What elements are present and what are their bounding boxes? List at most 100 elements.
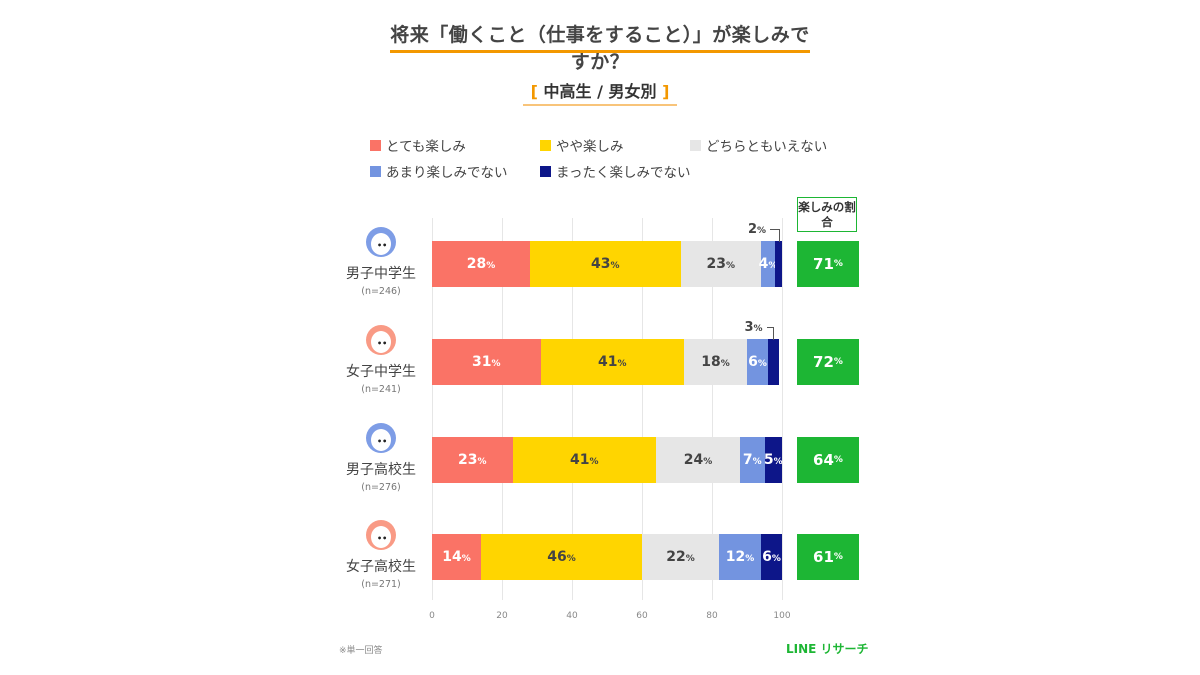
data-label: 6% (762, 549, 781, 565)
total-value: 64% (797, 437, 859, 483)
total-header-text: 楽しみの割合 (798, 200, 856, 229)
bar-segment: 46% (481, 534, 642, 580)
x-tick-label: 60 (636, 611, 648, 621)
sample-size: (n=271) (361, 579, 401, 590)
row-label: 男子高校生 (n=276) (336, 459, 426, 493)
sample-size: (n=246) (361, 286, 401, 297)
category-name: 女子中学生 (346, 364, 416, 380)
gridline (782, 218, 783, 600)
gridline (712, 218, 713, 600)
category-name: 男子高校生 (346, 462, 416, 478)
chart-title: 将来「働くこと（仕事をすること）」が楽しみですか？ (390, 24, 810, 73)
bar-segment: 12% (719, 534, 761, 580)
line-research-logo: LINE リサーチ (786, 642, 869, 656)
row-label: 男子中学生 (n=246) (336, 263, 426, 297)
data-label: 12% (725, 549, 755, 565)
callout-leader (766, 327, 775, 340)
bar-segment: 6% (747, 339, 768, 385)
data-label-callout: 3% (744, 320, 763, 335)
legend-swatch (540, 165, 551, 177)
data-label: 23% (706, 256, 735, 272)
bar-segment: 5% (763, 437, 783, 483)
bracket-left: [ (530, 82, 538, 101)
bar-segment (768, 339, 779, 385)
chart-subtitle: [ 中高生 / 男女別 ] (523, 78, 677, 102)
bracket-right: ] (662, 82, 670, 101)
legend-label: どちらともいえない (706, 139, 828, 155)
x-tick-label: 20 (496, 611, 508, 621)
legend-label: やや楽しみ (556, 139, 624, 155)
legend-label: まったく楽しみでない (556, 165, 691, 181)
total-value: 72% (797, 339, 859, 385)
bar-segment: 22% (642, 534, 719, 580)
data-label: 31% (471, 354, 501, 370)
total-value: 71% (797, 241, 859, 287)
x-tick-label: 0 (429, 611, 435, 621)
avatar-face-icon: •• (366, 227, 396, 257)
bar-segment: 31% (432, 339, 541, 385)
data-label: 41% (569, 452, 599, 468)
total-value: 61% (797, 534, 859, 580)
data-label: 7% (742, 452, 762, 468)
data-label: 24% (683, 452, 713, 468)
bar-segment: 6% (761, 534, 782, 580)
bar-segment: 4% (758, 241, 778, 287)
data-label: 18% (701, 354, 730, 370)
data-label: 46% (547, 549, 576, 565)
category-name: 女子高校生 (346, 559, 416, 575)
legend-swatch (370, 139, 381, 151)
legend-item: とても楽しみ (370, 135, 466, 155)
legend-item: やや楽しみ (540, 135, 624, 155)
legend-label: あまり楽しみでない (386, 165, 508, 181)
data-label: 23% (457, 452, 487, 468)
title-underline (390, 50, 810, 53)
bar-segment: 7% (740, 437, 765, 483)
gridline (572, 218, 573, 600)
bar-segment: 41% (540, 339, 684, 385)
legend-swatch (690, 139, 701, 151)
legend-label: とても楽しみ (386, 139, 466, 155)
x-tick-label: 100 (773, 611, 791, 621)
legend-item: どちらともいえない (690, 135, 827, 155)
legend-swatch (370, 165, 381, 177)
total-header: 楽しみの割合 (797, 197, 857, 232)
bar-segment: 23% (680, 241, 761, 287)
x-tick-label: 80 (706, 611, 718, 621)
data-label: 6% (748, 354, 767, 370)
avatar-face-icon: •• (366, 423, 396, 453)
bar-segment: 23% (432, 437, 513, 483)
legend-item: あまり楽しみでない (370, 161, 508, 181)
gridline (502, 218, 503, 600)
callout-leader (770, 229, 780, 242)
bar-segment: 43% (530, 241, 681, 287)
row-label: 女子高校生 (n=271) (336, 556, 426, 590)
data-label: 22% (666, 549, 695, 565)
footnote: ※単一回答 (339, 646, 383, 656)
bar-segment: 28% (432, 241, 530, 287)
sample-size: (n=241) (361, 384, 401, 395)
legend-swatch (540, 139, 551, 151)
gridline (432, 218, 433, 600)
gridline (642, 218, 643, 600)
data-label: 14% (442, 549, 471, 565)
bar-segment (775, 241, 782, 287)
data-label: 4% (758, 256, 778, 272)
bar-segment: 14% (432, 534, 481, 580)
x-tick-label: 40 (566, 611, 578, 621)
data-label: 5% (763, 452, 783, 468)
row-label: 女子中学生 (n=241) (336, 361, 426, 395)
sample-size: (n=276) (361, 482, 401, 493)
avatar-face-icon: •• (366, 325, 396, 355)
legend-item: まったく楽しみでない (540, 161, 690, 181)
data-label: 28% (466, 256, 496, 272)
data-label: 41% (597, 354, 627, 370)
bar-segment: 41% (512, 437, 656, 483)
data-label: 43% (590, 256, 620, 272)
subtitle-text: 中高生 / 男女別 (543, 82, 657, 101)
avatar-face-icon: •• (366, 520, 396, 550)
category-name: 男子中学生 (346, 266, 416, 282)
subtitle-underline (523, 104, 677, 106)
bar-segment: 24% (656, 437, 740, 483)
data-label-callout: 2% (748, 222, 767, 237)
